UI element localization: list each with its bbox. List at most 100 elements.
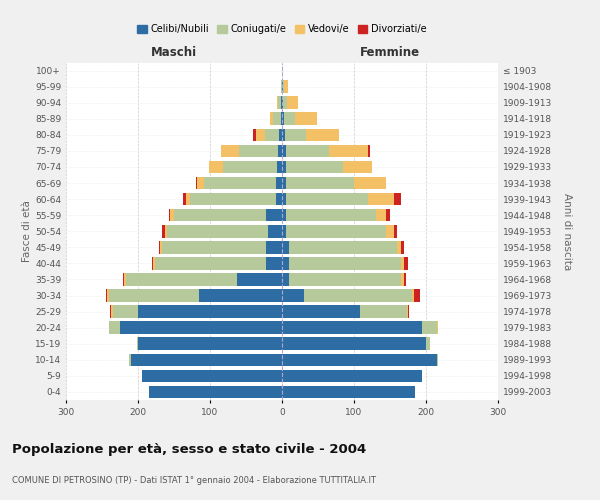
Bar <box>120 322 282 334</box>
Bar <box>162 241 266 254</box>
Bar <box>110 306 112 318</box>
Bar <box>270 112 274 125</box>
Bar <box>282 128 285 141</box>
Bar <box>307 128 339 141</box>
Bar <box>282 96 283 109</box>
Bar <box>404 257 408 270</box>
Bar <box>197 177 204 190</box>
Y-axis label: Fasce di età: Fasce di età <box>22 200 32 262</box>
Bar <box>190 193 276 205</box>
Bar <box>282 370 422 382</box>
Bar <box>124 273 126 285</box>
Bar <box>274 112 281 125</box>
Bar <box>282 273 289 285</box>
Bar <box>368 193 394 205</box>
Bar <box>407 306 408 318</box>
Bar <box>284 112 295 125</box>
Bar <box>266 257 282 270</box>
Text: Femmine: Femmine <box>360 46 420 60</box>
Bar <box>204 177 276 190</box>
Bar <box>386 209 390 222</box>
Bar <box>286 193 368 205</box>
Bar <box>174 209 266 222</box>
Bar <box>329 144 368 157</box>
Bar <box>277 96 278 109</box>
Bar <box>282 80 283 93</box>
Bar <box>283 80 284 93</box>
Bar <box>282 193 286 205</box>
Bar <box>112 306 113 318</box>
Bar <box>223 160 277 173</box>
Bar <box>404 273 406 285</box>
Bar <box>282 386 415 398</box>
Bar <box>354 177 386 190</box>
Bar <box>266 209 282 222</box>
Bar <box>437 322 438 334</box>
Bar <box>282 160 286 173</box>
Bar <box>281 112 282 125</box>
Bar <box>169 209 170 222</box>
Bar <box>282 112 284 125</box>
Bar <box>401 241 404 254</box>
Bar <box>401 257 404 270</box>
Bar <box>376 209 386 222</box>
Bar <box>289 273 401 285</box>
Bar <box>426 338 430 350</box>
Bar <box>284 80 288 93</box>
Bar <box>281 96 282 109</box>
Bar <box>256 128 265 141</box>
Bar <box>107 290 109 302</box>
Bar <box>282 144 286 157</box>
Bar <box>199 290 282 302</box>
Text: Popolazione per età, sesso e stato civile - 2004: Popolazione per età, sesso e stato civil… <box>12 442 366 456</box>
Bar <box>414 290 419 302</box>
Bar <box>368 144 370 157</box>
Bar <box>282 177 286 190</box>
Bar <box>123 273 124 285</box>
Bar <box>167 225 268 237</box>
Bar <box>282 225 286 237</box>
Bar <box>281 80 282 93</box>
Bar <box>142 370 282 382</box>
Bar <box>278 96 281 109</box>
Bar <box>289 257 401 270</box>
Bar <box>304 290 412 302</box>
Bar <box>137 338 138 350</box>
Bar <box>239 144 278 157</box>
Bar <box>412 290 414 302</box>
Bar <box>266 241 282 254</box>
Bar <box>155 257 266 270</box>
Bar <box>238 273 282 285</box>
Bar <box>295 112 317 125</box>
Bar <box>186 193 190 205</box>
Bar <box>278 144 282 157</box>
Bar <box>282 209 286 222</box>
Bar <box>386 225 394 237</box>
Bar <box>282 241 289 254</box>
Bar <box>282 257 289 270</box>
Bar <box>397 241 401 254</box>
Bar <box>277 160 282 173</box>
Bar <box>221 144 239 157</box>
Bar <box>113 306 138 318</box>
Bar <box>209 160 223 173</box>
Bar <box>286 209 376 222</box>
Bar <box>138 338 282 350</box>
Bar <box>282 354 437 366</box>
Bar <box>109 290 199 302</box>
Bar <box>153 257 155 270</box>
Bar <box>285 128 307 141</box>
Bar <box>131 354 282 366</box>
Bar <box>437 354 438 366</box>
Bar <box>276 177 282 190</box>
Bar <box>253 128 256 141</box>
Bar <box>394 193 401 205</box>
Bar <box>268 225 282 237</box>
Bar <box>282 306 360 318</box>
Legend: Celibi/Nubili, Coniugati/e, Vedovi/e, Divorziati/e: Celibi/Nubili, Coniugati/e, Vedovi/e, Di… <box>133 20 431 38</box>
Bar <box>394 225 397 237</box>
Bar <box>126 273 238 285</box>
Bar <box>343 160 372 173</box>
Bar <box>152 257 153 270</box>
Text: Maschi: Maschi <box>151 46 197 60</box>
